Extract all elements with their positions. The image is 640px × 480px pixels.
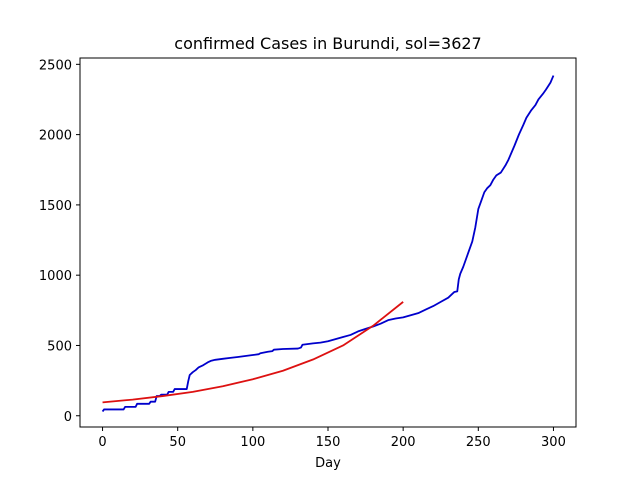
x-tick-label: 0	[98, 435, 106, 450]
plot-frame	[79, 57, 577, 428]
x-tick-label: 200	[391, 435, 416, 450]
y-tick-label: 2000	[39, 129, 72, 144]
y-tick-label: 1500	[39, 199, 72, 214]
series-layer	[101, 75, 555, 413]
fitted-curve-line	[102, 301, 404, 404]
x-tick-label: 250	[466, 435, 491, 450]
y-tick-label: 0	[64, 410, 72, 425]
x-tick-label: 100	[240, 435, 265, 450]
confirmed-cases-line	[101, 75, 555, 413]
y-tick-label: 2500	[39, 58, 72, 73]
y-tick-label: 1000	[39, 269, 72, 284]
ticks-layer: 0 50 100 150 200 250 300 0 500 1000 1500 2000 2500	[39, 58, 566, 450]
x-tick-label: 300	[541, 435, 566, 450]
y-tick-label: 500	[47, 339, 72, 354]
x-tick-label: 150	[316, 435, 341, 450]
x-tick-label: 50	[169, 435, 186, 450]
chart-title: confirmed Cases in Burundi, sol=3627	[174, 34, 481, 53]
x-axis-label: Day	[315, 456, 341, 471]
